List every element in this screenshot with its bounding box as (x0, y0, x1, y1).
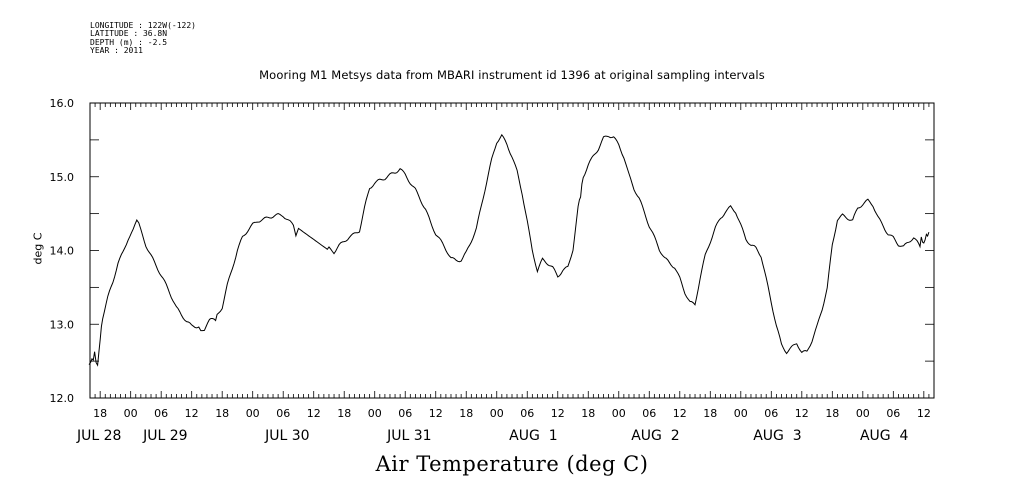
x-tick-label: 18 (703, 407, 717, 420)
metadata-block: LONGITUDE : 122W(-122) LATITUDE : 36.8N … (90, 21, 196, 56)
x-tick-label: 06 (764, 407, 778, 420)
axis-tick-labels: 18 00 06 12 18 00 06 12 18 00 06 12 18 00 06 12 18 00 06 12… (50, 97, 931, 444)
axis-ticks (89, 102, 935, 399)
x-tick-label: 06 (398, 407, 412, 420)
x-date-label: JUL 31 (386, 428, 431, 444)
metadata-year: YEAR : 2011 (90, 46, 143, 56)
x-tick-label: 00 (734, 407, 748, 420)
x-date-label: JUL 28 (76, 428, 121, 444)
x-tick-label: 12 (795, 407, 809, 420)
x-tick-label: 06 (520, 407, 534, 420)
x-tick-label: 12 (307, 407, 321, 420)
x-date-label: JUL 29 (142, 428, 187, 444)
x-tick-label: 18 (215, 407, 229, 420)
x-date-label: AUG 3 (753, 428, 801, 444)
y-tick-label: 12.0 (50, 392, 75, 405)
x-tick-label: 00 (856, 407, 870, 420)
series-line (88, 133, 930, 367)
x-tick-label: 12 (673, 407, 687, 420)
x-date-label: AUG 4 (860, 428, 909, 444)
x-tick-label: 18 (581, 407, 595, 420)
y-tick-label: 16.0 (50, 97, 75, 110)
x-tick-label: 18 (93, 407, 107, 420)
x-tick-label: 00 (490, 407, 504, 420)
x-tick-label: 06 (642, 407, 656, 420)
metadata-latitude: LATITUDE : 36.8N (90, 29, 168, 39)
x-tick-label: 12 (551, 407, 565, 420)
metadata-depth: DEPTH (m) : -2.5 (90, 37, 168, 47)
y-tick-label: 15.0 (50, 171, 75, 184)
x-date-label: AUG 2 (631, 428, 679, 444)
series-layer (88, 133, 930, 367)
x-tick-label: 18 (337, 407, 351, 420)
plot-frame (89, 102, 935, 399)
x-tick-label: 06 (886, 407, 900, 420)
y-tick-label: 14.0 (50, 245, 75, 258)
x-tick-label: 00 (612, 407, 626, 420)
y-tick-label: 13.0 (50, 318, 75, 331)
x-axis-label: Air Temperature (deg C) (375, 452, 649, 476)
x-tick-label: 00 (246, 407, 260, 420)
x-tick-label: 18 (825, 407, 839, 420)
x-date-label: AUG 1 (509, 428, 557, 444)
x-tick-label: 12 (429, 407, 443, 420)
x-tick-label: 06 (276, 407, 290, 420)
x-tick-label: 12 (917, 407, 931, 420)
metadata-longitude: LONGITUDE : 122W(-122) (90, 21, 196, 30)
chart-title: Mooring M1 Metsys data from MBARI instru… (259, 68, 765, 82)
x-date-label: JUL 30 (264, 428, 309, 444)
x-tick-label: 12 (185, 407, 199, 420)
x-tick-label: 00 (124, 407, 138, 420)
x-tick-label: 00 (368, 407, 382, 420)
x-tick-label: 06 (154, 407, 168, 420)
x-tick-label: 18 (459, 407, 473, 420)
